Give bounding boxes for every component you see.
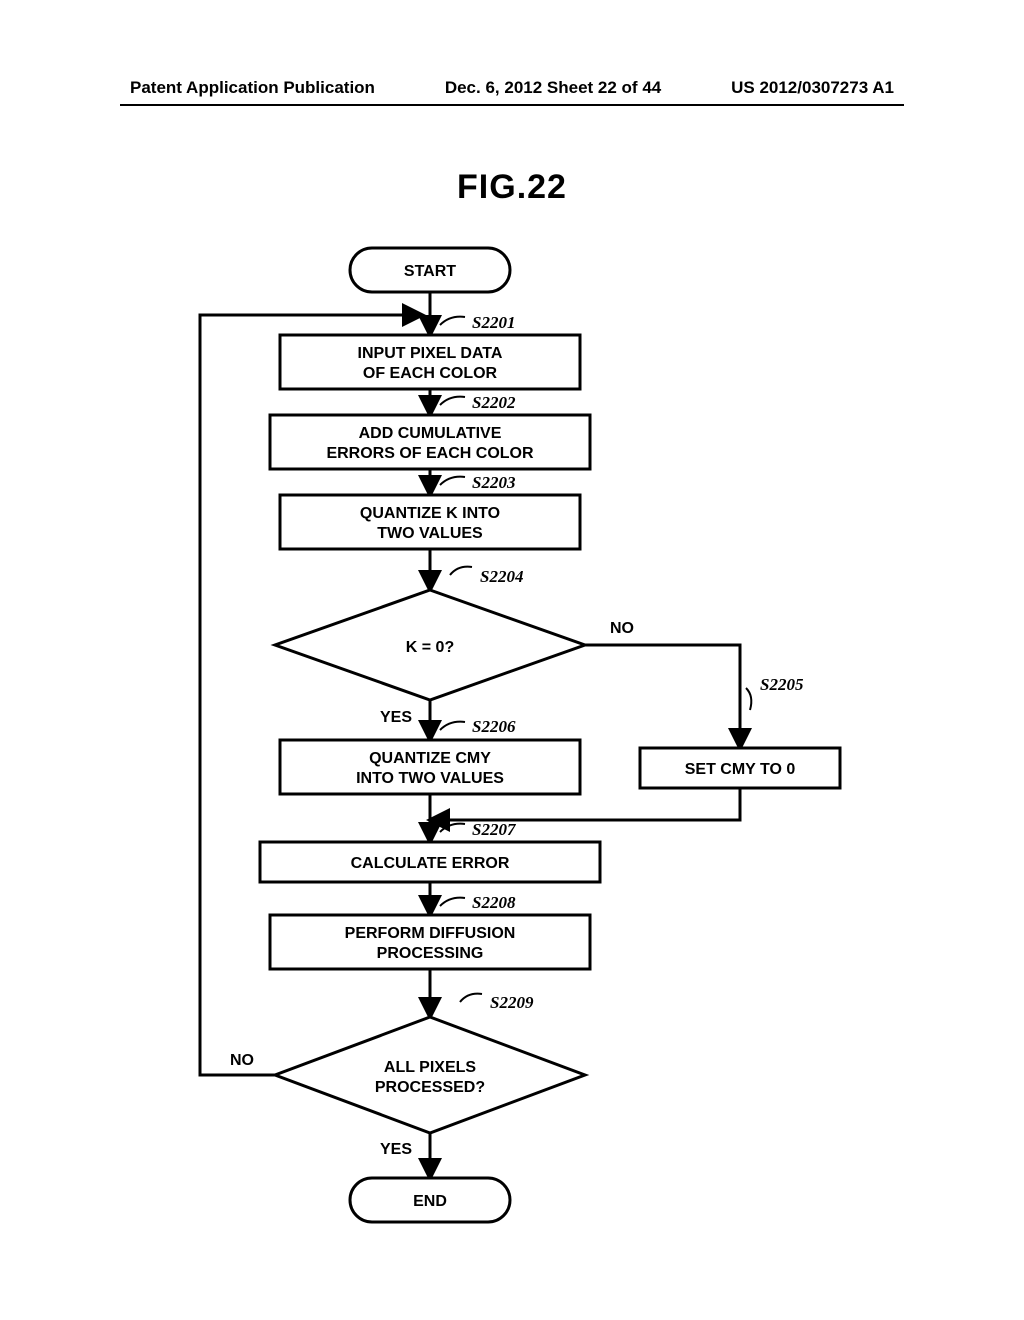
step-label-s2207: S2207 [472, 820, 517, 839]
terminal-end: END [350, 1178, 510, 1222]
step-label-s2209: S2209 [490, 993, 534, 1012]
step-label-s2208: S2208 [472, 893, 516, 912]
process-s2202-line2: ERRORS OF EACH COLOR [326, 445, 534, 462]
decision-s2204: K = 0? S2204 YES NO [275, 567, 634, 726]
branch-no-s2209: NO [230, 1052, 254, 1069]
process-s2201-line2: OF EACH COLOR [363, 365, 498, 382]
branch-no-s2204: NO [610, 620, 634, 637]
branch-yes-s2209: YES [380, 1141, 412, 1158]
decision-s2209-line2: PROCESSED? [375, 1079, 485, 1096]
step-label-s2204: S2204 [480, 567, 523, 586]
process-s2208-line2: PROCESSING [377, 945, 484, 962]
decision-s2204-label: K = 0? [406, 639, 454, 656]
step-label-s2205: S2205 [760, 675, 804, 694]
process-s2201-line1: INPUT PIXEL DATA [358, 345, 503, 362]
step-label-s2206: S2206 [472, 717, 516, 736]
header-center: Dec. 6, 2012 Sheet 22 of 44 [445, 78, 661, 98]
step-label-s2202: S2202 [472, 393, 516, 412]
decision-s2209: ALL PIXELS PROCESSED? S2209 YES NO [230, 993, 585, 1158]
process-s2205-line1: SET CMY TO 0 [685, 761, 796, 778]
branch-yes-s2204: YES [380, 709, 412, 726]
process-s2202-line1: ADD CUMULATIVE [359, 425, 502, 442]
header-rule [120, 104, 904, 106]
process-s2206-line1: QUANTIZE CMY [369, 750, 491, 767]
process-s2203-line2: TWO VALUES [377, 525, 483, 542]
terminal-start: START [350, 248, 510, 292]
terminal-start-label: START [404, 263, 456, 280]
process-s2203-line1: QUANTIZE K INTO [360, 505, 500, 522]
header-right: US 2012/0307273 A1 [731, 78, 894, 98]
flowchart: START END INPUT PIXEL DATA OF EACH COLOR… [140, 230, 880, 1240]
decision-s2209-line1: ALL PIXELS [384, 1059, 476, 1076]
step-label-s2203: S2203 [472, 473, 516, 492]
page-header: Patent Application Publication Dec. 6, 2… [0, 78, 1024, 98]
header-left: Patent Application Publication [130, 78, 375, 98]
process-s2207-line1: CALCULATE ERROR [351, 855, 510, 872]
step-label-s2201: S2201 [472, 313, 515, 332]
process-s2208-line1: PERFORM DIFFUSION [345, 925, 516, 942]
terminal-end-label: END [413, 1193, 447, 1210]
process-s2206-line2: INTO TWO VALUES [356, 770, 504, 787]
figure-title: FIG.22 [0, 168, 1024, 207]
